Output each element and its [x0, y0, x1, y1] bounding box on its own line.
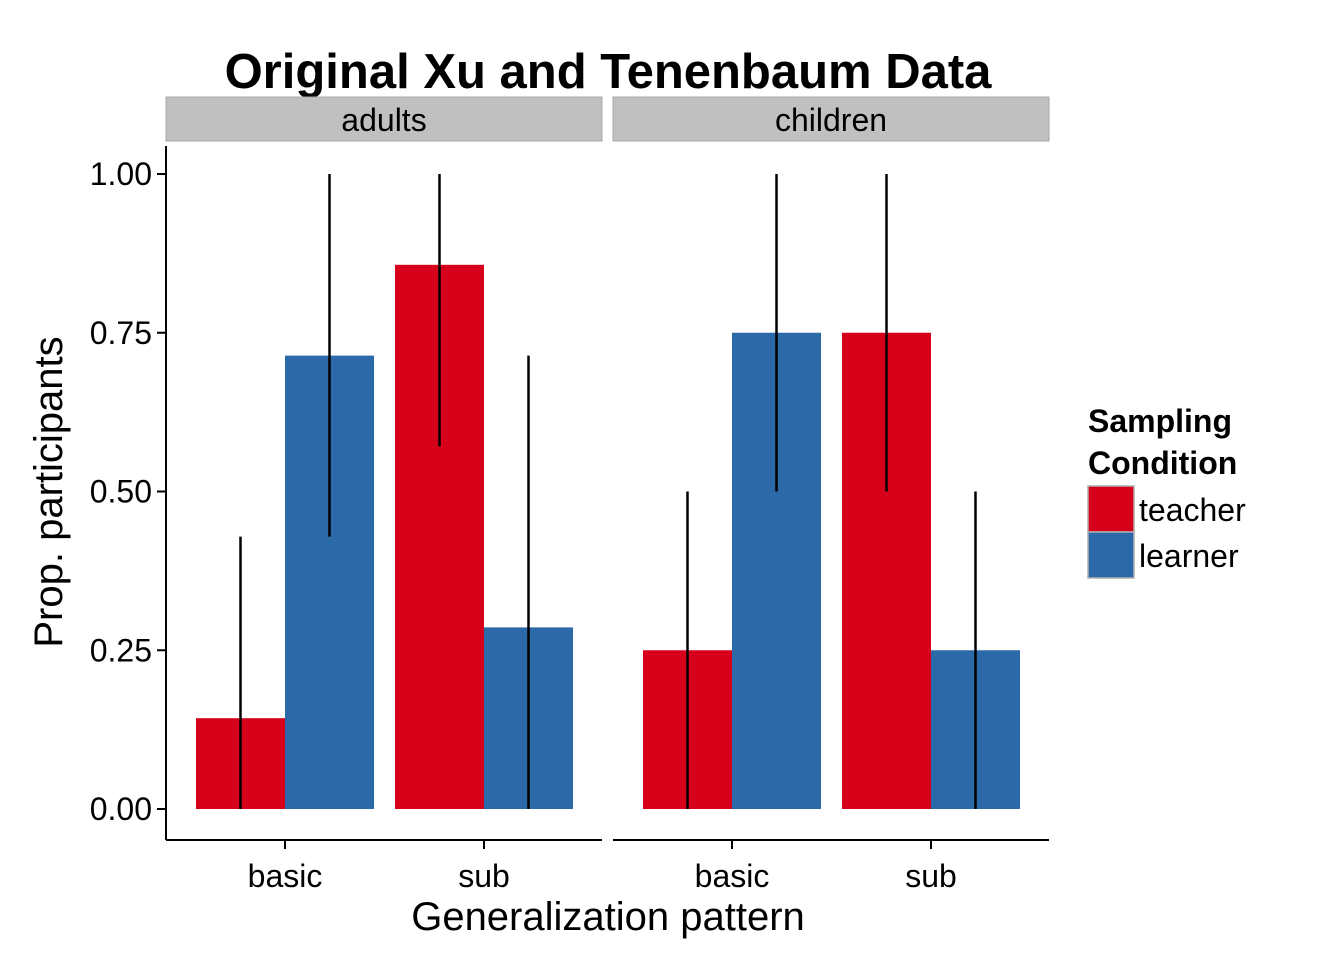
facet-label: adults — [341, 102, 426, 138]
x-tick-label: basic — [248, 858, 323, 894]
facet-strip — [165, 96, 603, 142]
facet-strip — [612, 96, 1050, 142]
y-tick-label: 1.00 — [90, 156, 152, 192]
x-tick-label: basic — [695, 858, 770, 894]
legend-swatch-learner — [1087, 531, 1135, 579]
y-axis: 0.00 0.25 0.50 0.75 1.00 — [90, 146, 167, 840]
x-axis-label: Generalization pattern — [411, 895, 805, 939]
legend-items: teacher learner — [1087, 485, 1246, 579]
y-axis-label: Prop. participants — [27, 336, 71, 647]
legend-title-line1: Sampling — [1088, 403, 1232, 439]
legend-swatch-teacher — [1087, 485, 1135, 533]
panel-children: children basic sub — [612, 96, 1050, 894]
panel-adults: adults basic sub — [165, 96, 603, 894]
y-tick-label: 0.75 — [90, 315, 152, 351]
legend-label-learner: learner — [1139, 538, 1239, 574]
legend-label-teacher: teacher — [1139, 492, 1246, 528]
chart-title: Original Xu and Tenenbaum Data — [225, 45, 993, 99]
legend: Sampling Condition teacher learner — [1087, 403, 1246, 579]
y-tick-label: 0.25 — [90, 632, 152, 668]
y-tick-label: 0.50 — [90, 474, 152, 510]
x-tick-label: sub — [458, 858, 510, 894]
y-tick-label: 0.00 — [90, 791, 152, 827]
facet-label: children — [775, 102, 887, 138]
x-tick-label: sub — [905, 858, 957, 894]
legend-title-line2: Condition — [1088, 445, 1237, 481]
